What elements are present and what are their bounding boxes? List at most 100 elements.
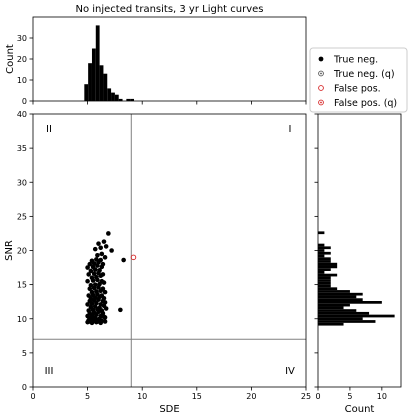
- true-negative-point: [87, 261, 93, 267]
- true-negative-point: [121, 257, 126, 263]
- true-negative-point: [89, 289, 95, 295]
- scatter-ytick-label: 0: [22, 383, 27, 392]
- quadrant-label: I: [289, 124, 292, 135]
- scatter-ytick-label: 25: [17, 212, 27, 221]
- top-histogram-bar: [84, 84, 89, 101]
- scatter-ytick-label: 5: [22, 349, 27, 358]
- right-histogram-bar: [318, 260, 331, 263]
- top-histogram-bar: [88, 63, 92, 101]
- scatter-ytick-label: 40: [17, 110, 27, 119]
- right-histogram-bar: [318, 320, 376, 323]
- true-negative-point: [100, 261, 106, 267]
- top-histogram-bar: [99, 65, 104, 101]
- true-negative-point: [97, 267, 102, 273]
- right-histogram-bar: [318, 311, 370, 315]
- true-negative-point: [88, 283, 94, 288]
- right-histogram-bar: [318, 295, 357, 299]
- legend: [309, 47, 408, 113]
- right-histogram-bar: [318, 314, 395, 318]
- right-histogram-bar: [318, 301, 382, 304]
- true-negative-point: [100, 272, 106, 277]
- right-histogram-bar: [318, 276, 331, 280]
- true-negative-point: [94, 289, 99, 294]
- true-negative-point: [85, 302, 90, 307]
- scatter-xtick-label: 15: [192, 392, 202, 401]
- legend-marker-quiet-dot: [320, 101, 322, 104]
- right-histogram-bar: [318, 251, 331, 255]
- legend-label: True neg.: [333, 55, 378, 66]
- true-negative-point: [99, 251, 105, 257]
- top-histogram-bar: [126, 98, 131, 101]
- right-histogram-bar: [318, 303, 350, 307]
- scatter-xtick-label: 0: [30, 392, 35, 401]
- legend-marker-false-positive: [318, 85, 324, 91]
- top-histogram-ylabel: Count: [5, 44, 16, 74]
- true-negative-point: [92, 282, 98, 287]
- top-histogram-bar: [91, 48, 96, 101]
- true-negative-point: [92, 246, 98, 252]
- top-histogram-bar: [114, 94, 119, 101]
- scatter-ytick-label: 15: [17, 281, 27, 290]
- right-histogram-bar: [318, 290, 350, 293]
- right-histogram-bar: [318, 254, 325, 258]
- true-negative-point: [106, 231, 111, 236]
- top-histogram-bar: [130, 98, 135, 101]
- right-histogram-frame: [317, 113, 402, 388]
- true-negative-point: [88, 268, 94, 274]
- true-negative-point: [94, 274, 99, 280]
- right-histogram-bar: [318, 317, 363, 321]
- true-negative-point: [86, 272, 91, 277]
- legend-marker-quiet: [318, 70, 324, 77]
- scatter-ytick-label: 35: [17, 144, 27, 153]
- true-negative-point: [103, 244, 109, 249]
- right-histogram-bar: [318, 284, 331, 288]
- true-negative-point: [102, 255, 108, 260]
- true-negative-point: [102, 315, 108, 320]
- scatter-xtick-label: 10: [137, 392, 147, 401]
- right-histogram-bar: [318, 262, 338, 266]
- legend-marker-quiet-dot: [320, 72, 322, 75]
- right-histogram-bar: [318, 246, 331, 250]
- scatter-ytick-label: 30: [17, 178, 27, 187]
- true-negative-point: [100, 286, 106, 292]
- true-negative-point: [109, 248, 114, 253]
- scatter-xtick-label: 5: [85, 392, 90, 401]
- true-negative-point: [102, 319, 108, 324]
- true-negative-point: [85, 265, 90, 270]
- true-negative-point: [98, 302, 104, 307]
- right-histogram-bar: [318, 279, 331, 282]
- legend-label: False pos.: [334, 84, 381, 95]
- legend-label: False pos. (q): [334, 98, 397, 109]
- right-histogram-bar: [318, 257, 331, 261]
- right-histogram-bar: [318, 231, 325, 235]
- right-histogram-bar: [318, 268, 331, 271]
- top-histogram-ytick-label: 20: [17, 55, 27, 64]
- top-histogram-bar: [107, 88, 112, 101]
- true-negative-point: [99, 278, 105, 284]
- right-histogram-bar: [318, 287, 338, 291]
- scatter-ytick-label: 10: [17, 315, 27, 324]
- true-negative-point: [96, 241, 101, 246]
- true-negative-point: [86, 293, 91, 298]
- top-histogram-frame: [32, 16, 307, 102]
- false-positive-point: [130, 254, 137, 261]
- true-negative-point: [98, 245, 104, 251]
- top-histogram-ytick-label: 10: [17, 76, 27, 85]
- legend-label: True neg. (q): [333, 69, 395, 80]
- scatter-xtick-label: 20: [246, 392, 256, 401]
- legend-marker-true-negative: [318, 56, 324, 62]
- right-histogram-bar: [318, 298, 363, 302]
- right-histogram-xtick-label: 10: [377, 392, 387, 401]
- right-histogram-bar: [318, 270, 325, 274]
- quadrant-label: IV: [285, 366, 295, 377]
- right-histogram-bar: [318, 265, 338, 269]
- true-negative-point: [98, 257, 104, 263]
- right-histogram-bar: [318, 322, 344, 326]
- true-negative-point: [101, 239, 107, 244]
- true-negative-point: [89, 258, 95, 264]
- true-negative-point: [91, 271, 97, 277]
- right-histogram-bar: [318, 273, 338, 277]
- top-histogram-bar: [118, 98, 123, 101]
- right-histogram-xtick-label: 0: [315, 392, 320, 401]
- top-histogram-bar: [95, 25, 100, 101]
